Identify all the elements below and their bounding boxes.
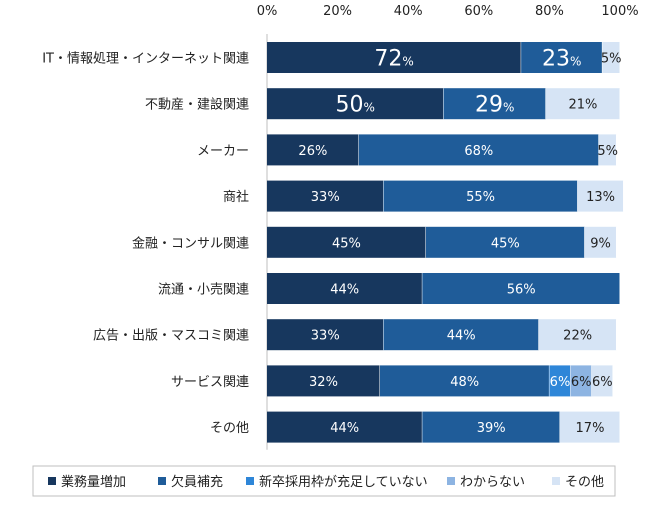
category-label: 流通・小売関連 [158,282,249,298]
legend-swatch [246,477,254,485]
bar-segment [358,134,599,166]
bar-segment [549,365,571,397]
data-label: 45% [491,236,520,251]
legend-label: その他 [565,475,604,490]
data-label: 17% [576,421,605,436]
bar-segment [379,365,550,397]
legend-label: わからない [460,475,525,490]
bar-segment [267,42,522,73]
bar-segment [267,88,444,120]
legend-label: 新卒採用枠が充足していない [259,474,428,490]
data-label: 22% [563,329,592,344]
bar-segment [267,273,423,304]
bar-segment [538,319,617,351]
bar-segment [267,365,380,397]
bar-segment [383,319,539,351]
x-tick-label: 80% [535,4,564,19]
bar-segment [383,180,578,212]
data-label: 39% [477,421,506,436]
bar-segment [267,411,423,443]
data-label: 72% [374,47,413,72]
legend-swatch [48,477,56,485]
data-label: 44% [330,421,359,436]
legend-label: 業務量増加 [61,474,126,490]
bar-segment [602,42,620,73]
data-label: 45% [332,236,361,251]
category-label: その他 [210,421,249,436]
legend-swatch [158,477,166,485]
data-label: 33% [311,190,340,205]
data-label: 9% [590,236,611,251]
bar-segment [267,226,426,258]
category-label: 不動産・建設関連 [145,97,249,113]
data-label: 5% [597,144,618,159]
legend-swatch [552,477,560,485]
x-tick-label: 40% [394,4,423,19]
data-label: 32% [309,375,338,390]
data-label: 29% [475,93,514,118]
bar-segment [570,365,592,397]
category-label: 広告・出版・マスコミ関連 [93,329,249,344]
data-label: 5% [601,52,622,67]
data-label: 44% [330,283,359,298]
data-label: 44% [447,329,476,344]
data-label: 6% [592,375,613,390]
legend-label: 欠員補充 [171,474,223,490]
data-label: 68% [464,144,493,159]
bar-segment [267,180,384,212]
legend-box [32,465,616,497]
data-label: 6% [550,375,571,390]
bar-segment [584,226,617,258]
x-tick-label: 100% [601,4,638,19]
bar-segment [521,42,603,73]
bar-segment [422,411,560,443]
data-label: 56% [507,283,536,298]
bar-segment [591,365,613,397]
x-tick-label: 60% [464,4,493,19]
bar-segment [422,273,620,304]
bar-segment [267,319,384,351]
bar-segment [545,88,620,120]
legend-swatch [447,477,455,485]
bar-segment [443,88,546,120]
bar-segment [577,180,624,212]
bar-segment [267,134,359,166]
data-label: 55% [466,190,495,205]
data-label: 23% [542,47,581,72]
data-label: 13% [586,190,615,205]
bar-segment [425,226,585,258]
data-label: 6% [571,375,592,390]
category-label: 商社 [223,189,249,205]
bar-segment [598,134,617,166]
category-label: メーカー [197,144,249,159]
data-label: 48% [450,375,479,390]
data-label: 33% [311,329,340,344]
category-label: 金融・コンサル関連 [132,235,249,251]
data-label: 50% [336,93,375,118]
bar-segment [559,411,620,443]
data-label: 26% [298,144,327,159]
category-label: IT・情報処理・インターネット関連 [42,52,249,67]
data-label: 21% [568,98,597,113]
x-tick-label: 0% [257,4,278,19]
x-tick-label: 20% [323,4,352,19]
category-label: サービス関連 [171,375,249,390]
